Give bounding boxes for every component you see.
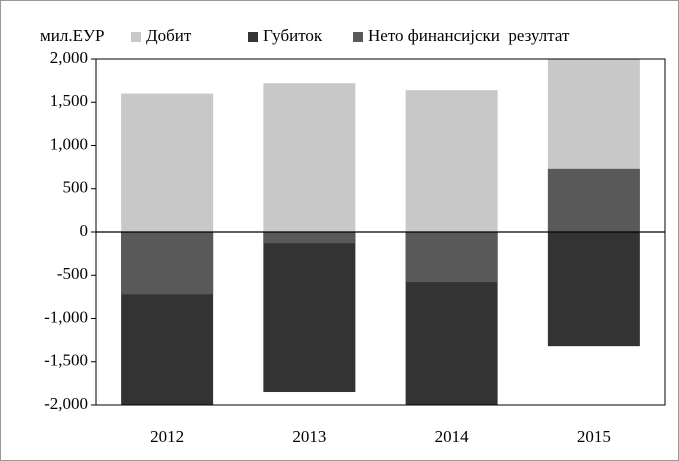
bar <box>121 232 214 295</box>
y-tick-label: -1,500 <box>44 351 88 370</box>
bar <box>405 90 498 232</box>
y-tick-label: -2,000 <box>44 394 88 413</box>
legend-label: Губиток <box>263 26 323 45</box>
x-tick-label: 2013 <box>292 427 326 446</box>
y-tick-label: 1,000 <box>50 134 88 153</box>
bar <box>547 168 640 232</box>
y-tick-label: -1,000 <box>44 307 88 326</box>
y-unit-label: мил.ЕУР <box>40 26 104 45</box>
legend-swatch <box>353 32 363 42</box>
bar <box>263 83 356 232</box>
bar <box>263 232 356 244</box>
y-tick-label: -500 <box>57 264 88 283</box>
x-tick-label: 2015 <box>577 427 611 446</box>
legend-swatch <box>131 32 141 42</box>
y-tick-label: 500 <box>63 178 89 197</box>
bar <box>547 232 640 347</box>
legend-label: Нето финансијски резултат <box>368 26 570 45</box>
legend-label: Добит <box>146 26 192 45</box>
y-tick-label: 1,500 <box>50 91 88 110</box>
bar <box>405 232 498 283</box>
y-tick-label: 0 <box>80 221 89 240</box>
x-tick-label: 2014 <box>435 427 470 446</box>
x-tick-label: 2012 <box>150 427 184 446</box>
y-tick-label: 2,000 <box>50 48 88 67</box>
legend-swatch <box>248 32 258 42</box>
bar <box>263 232 356 393</box>
bar <box>121 93 214 232</box>
